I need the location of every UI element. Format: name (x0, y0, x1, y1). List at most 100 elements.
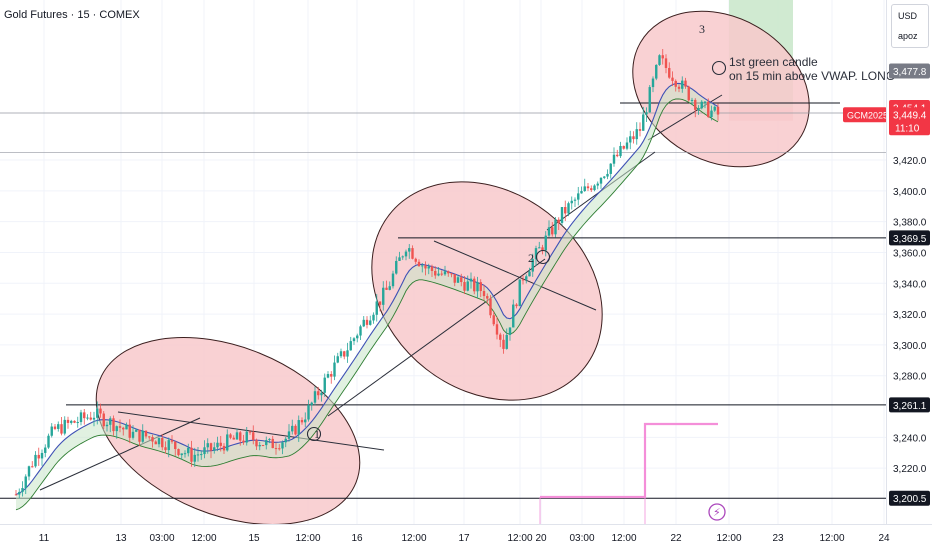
trend-line[interactable] (39, 417, 201, 491)
candle-body (47, 435, 50, 448)
candle-body (411, 248, 414, 259)
candle-body (570, 200, 573, 204)
candle-body (232, 437, 235, 440)
candle-body (190, 447, 193, 462)
horizontal-levels (0, 102, 886, 499)
candle-body (716, 106, 720, 115)
zone-ellipse-3[interactable] (604, 0, 837, 198)
candle-body (66, 419, 70, 423)
candle-body (489, 298, 492, 316)
y-tick-label: 3,340.0 (893, 279, 927, 290)
candle-body (313, 391, 317, 403)
lightning-icon[interactable] (708, 503, 726, 521)
price-tag-label: 3,477.8 (893, 67, 927, 78)
candle-body (356, 335, 359, 339)
candle-body (291, 425, 294, 432)
candle-body (300, 420, 304, 423)
candle-body (57, 424, 60, 429)
trend-line[interactable] (327, 258, 546, 417)
entry-marker-3[interactable] (711, 60, 727, 76)
candle-body (352, 338, 356, 342)
candle-body (31, 466, 34, 468)
trend-line[interactable] (433, 240, 597, 311)
candle-body (209, 443, 213, 451)
candle-body (408, 248, 411, 252)
candle-body (434, 270, 437, 276)
candle-body (102, 413, 105, 427)
candle-body (63, 419, 66, 434)
vwap-lower-band (15, 98, 719, 511)
candle-body (115, 426, 118, 432)
candle-body (492, 315, 495, 325)
candle-body (440, 273, 443, 275)
symbol-tag[interactable] (843, 107, 887, 123)
candle-body (180, 453, 183, 456)
candle-body (239, 432, 242, 441)
price-tag-label: 3,369.5 (893, 234, 927, 245)
candle-body (479, 282, 482, 292)
entry-marker-2[interactable] (535, 249, 551, 265)
candle-body (369, 320, 372, 325)
candle-body (365, 319, 369, 325)
candle-body (343, 351, 346, 357)
candle-body (417, 261, 421, 267)
candle-body (703, 101, 707, 103)
candle-body (580, 191, 583, 194)
candle-body (83, 412, 86, 419)
candle-body (320, 392, 323, 396)
candle-body (196, 454, 200, 456)
candle-body (37, 454, 40, 459)
candle-body (606, 173, 609, 177)
candle-body (538, 247, 541, 249)
entry-marker-1[interactable] (306, 426, 322, 442)
candle-body (265, 440, 268, 446)
candle-body (99, 408, 102, 414)
candle-body (297, 420, 300, 435)
candle-body (395, 260, 398, 274)
x-tick-label: 12:00 (295, 533, 320, 544)
candle-body (560, 206, 564, 223)
candles (14, 48, 720, 499)
candle-body (200, 454, 203, 456)
candle-body (378, 301, 382, 305)
candle-body (112, 418, 115, 432)
candle-body (362, 319, 365, 327)
zone-label-2: 2 (528, 251, 534, 265)
price-tag-label: 3,261.1 (893, 401, 927, 412)
candle-body (424, 265, 427, 269)
y-tick-label: 3,360.0 (893, 248, 927, 259)
candle-body (625, 142, 629, 149)
candle-body (690, 99, 694, 101)
candle-body (512, 304, 515, 328)
candle-body (73, 420, 76, 423)
candle-body (339, 351, 343, 357)
candle-body (564, 206, 567, 214)
candle-body (414, 258, 417, 262)
candle-body (330, 374, 333, 377)
candle-body (34, 454, 37, 467)
candle-body (122, 427, 125, 430)
candle-body (359, 326, 362, 336)
zone-ellipse-1[interactable] (69, 301, 388, 550)
candle-body (213, 447, 216, 451)
candle-body (466, 281, 469, 291)
candle-body (671, 77, 674, 81)
candle-body (710, 110, 713, 118)
candle-body (430, 266, 434, 271)
x-tick-label: 12:00 (401, 533, 426, 544)
zone-label-3: 3 (699, 22, 705, 36)
candle-body (216, 442, 219, 448)
currency-selector[interactable]: USD apoz (891, 4, 929, 48)
candle-body (284, 438, 287, 443)
candle-body (469, 278, 473, 282)
trend-line[interactable] (117, 411, 385, 451)
x-tick-label: 12:00 (819, 533, 844, 544)
candle-body (14, 494, 18, 496)
candle-body (593, 185, 596, 191)
candle-body (89, 417, 92, 420)
candle-body (44, 447, 47, 453)
symbol-label: GCM2025 (847, 111, 888, 121)
candle-body (450, 273, 453, 275)
y-tick-label: 3,280.0 (893, 372, 927, 383)
